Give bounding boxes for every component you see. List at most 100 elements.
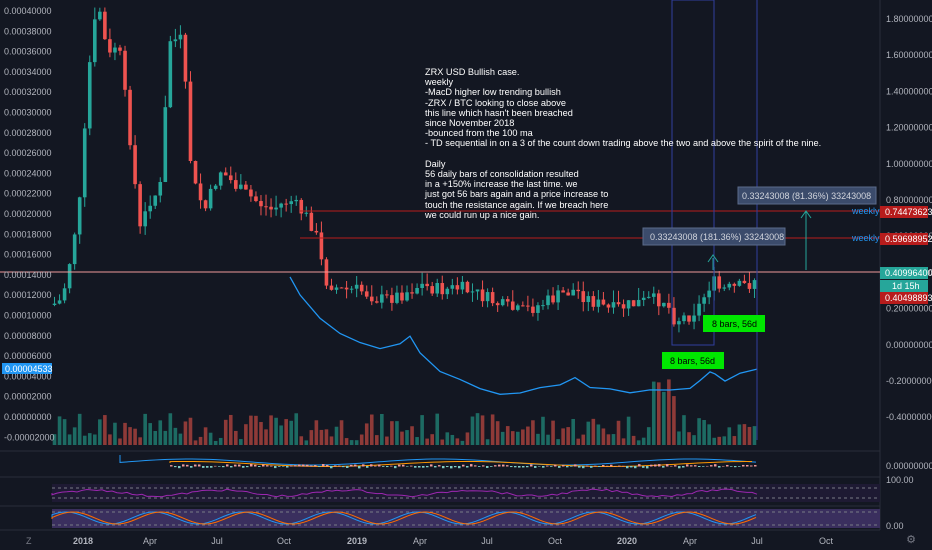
candle-body bbox=[118, 47, 122, 51]
zrx-btc-ratio-line[interactable] bbox=[289, 276, 758, 395]
rsi-line[interactable] bbox=[51, 488, 758, 498]
left-price-badge bbox=[2, 363, 52, 374]
overlay-layer: weekly weekly 0.33243008 (81.36%) 33243008… bbox=[0, 0, 880, 440]
macd-histogram-bar bbox=[170, 465, 173, 467]
candle-body bbox=[662, 302, 666, 307]
measure-box-1[interactable] bbox=[737, 186, 877, 205]
volume-bar bbox=[445, 432, 450, 445]
macd-histogram-bar bbox=[374, 465, 377, 467]
macd-line[interactable] bbox=[119, 455, 757, 466]
volume-bar bbox=[57, 416, 62, 445]
volume-bar bbox=[460, 440, 465, 445]
volume-bar bbox=[480, 415, 485, 445]
macd-histogram-bar bbox=[642, 466, 645, 468]
left-axis-label: 0.00034000 bbox=[4, 67, 52, 77]
stoch-d-line[interactable] bbox=[51, 511, 757, 525]
axis-layer: 0.00040000 0.00038000 0.00036000 0.00034000… bbox=[2, 6, 932, 546]
volume-bar bbox=[203, 427, 208, 445]
volume-bar bbox=[198, 436, 203, 445]
macd-histogram-bar bbox=[554, 464, 557, 467]
date-range-box[interactable] bbox=[671, 0, 715, 346]
volume-bar bbox=[717, 436, 722, 445]
candle-body bbox=[435, 283, 440, 294]
volume-bar bbox=[188, 417, 193, 445]
bar-count-label-1[interactable] bbox=[703, 315, 765, 332]
volume-bar bbox=[702, 419, 706, 445]
volume-bar bbox=[500, 431, 505, 445]
left-axis-label: -0.00002000 bbox=[4, 432, 55, 442]
volume-bar bbox=[465, 432, 470, 445]
macd-histogram-bar bbox=[550, 466, 553, 467]
macd-histogram-bar bbox=[638, 464, 641, 467]
left-axis-label: 0.00014000 bbox=[4, 270, 52, 280]
macd-histogram-bar bbox=[434, 466, 437, 468]
volume-bar bbox=[148, 423, 152, 445]
volume-bar bbox=[505, 426, 510, 445]
candle-body bbox=[500, 299, 505, 306]
candle-body bbox=[193, 160, 198, 184]
macd-histogram-bar bbox=[258, 466, 261, 467]
left-axis-label: 0.00028000 bbox=[4, 128, 52, 138]
right-axis-label: 0.20000000 bbox=[886, 304, 932, 314]
macd-histogram-bar bbox=[678, 466, 681, 469]
volume-bar bbox=[319, 429, 324, 445]
candle-body bbox=[380, 294, 384, 303]
macd-histogram-bar bbox=[318, 466, 321, 467]
candle-body bbox=[601, 299, 606, 305]
volume-bar bbox=[223, 419, 228, 445]
candle-body bbox=[173, 39, 178, 42]
macd-histogram-bar bbox=[278, 466, 281, 467]
volume-bar bbox=[677, 431, 681, 445]
left-axis-label: 0.00038000 bbox=[4, 26, 52, 36]
volume-bar bbox=[712, 437, 716, 445]
macd-histogram-bar bbox=[738, 466, 741, 467]
macd-histogram-bar bbox=[514, 466, 517, 468]
candle-body bbox=[692, 315, 696, 322]
volume-bar bbox=[395, 421, 399, 445]
measure-box-2[interactable] bbox=[642, 227, 786, 246]
macd-histogram-bar bbox=[606, 465, 609, 467]
time-axis-label: Apr bbox=[683, 536, 697, 546]
right-axis-label: 1.80000000 bbox=[886, 14, 932, 24]
macd-histogram-bar bbox=[222, 466, 225, 468]
time-axis-label: Oct bbox=[548, 536, 563, 546]
macd-histogram-bar bbox=[626, 466, 629, 469]
macd-histogram-bar bbox=[598, 466, 601, 467]
volume-bar bbox=[354, 440, 359, 445]
macd-histogram-bar bbox=[622, 465, 625, 467]
candle-body bbox=[249, 189, 253, 197]
volume-bar bbox=[400, 431, 404, 445]
bar-count-label-2[interactable] bbox=[662, 352, 724, 369]
candle-body bbox=[188, 81, 193, 161]
candle-body bbox=[289, 201, 293, 205]
candle-body bbox=[87, 62, 92, 129]
macd-histogram-bar bbox=[378, 464, 381, 467]
volume-bar bbox=[581, 434, 586, 445]
time-axis-label: Apr bbox=[413, 536, 427, 546]
zoom-icon[interactable]: Z bbox=[26, 536, 32, 546]
level-badge-1-text: 0.74473623 bbox=[885, 207, 932, 217]
volume-bar bbox=[193, 440, 198, 445]
level-badge-2 bbox=[880, 233, 928, 245]
macd-histogram-bar bbox=[270, 465, 273, 467]
candle-body bbox=[591, 296, 596, 307]
macd-histogram-bar bbox=[590, 466, 593, 468]
macd-histogram-bar bbox=[430, 464, 433, 467]
volume-bar bbox=[385, 436, 389, 445]
volume-bar bbox=[601, 428, 606, 445]
volume-bar bbox=[561, 428, 565, 445]
candle-body bbox=[77, 197, 82, 235]
macd-histogram-bar bbox=[214, 465, 217, 467]
volume-bar bbox=[82, 435, 87, 445]
gear-icon[interactable]: ⚙ bbox=[906, 534, 916, 546]
macd-histogram-bar bbox=[194, 464, 197, 467]
stoch-k-line[interactable] bbox=[51, 511, 757, 525]
left-axis-label: 0.00030000 bbox=[4, 108, 52, 118]
macd-histogram-bar bbox=[198, 464, 201, 467]
macd-histogram-bar bbox=[314, 465, 317, 467]
macd-histogram-bar bbox=[574, 464, 577, 467]
candle-body bbox=[123, 50, 127, 90]
volume-bar bbox=[103, 415, 107, 445]
